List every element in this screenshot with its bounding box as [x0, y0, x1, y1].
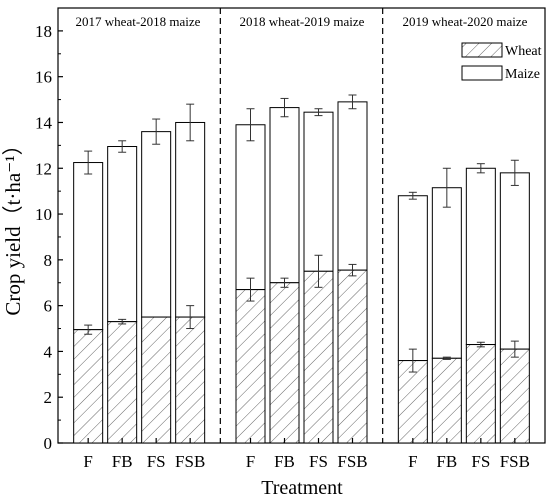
y-tick-label: 6	[44, 297, 53, 316]
legend-swatch-wheat	[461, 42, 503, 58]
y-tick-label: 0	[44, 434, 53, 453]
x-tick-label: FSB	[500, 452, 530, 471]
bar-wheat	[499, 348, 530, 444]
bar-wheat	[431, 357, 462, 444]
x-tick-label: FS	[309, 452, 328, 471]
bar-maize	[107, 146, 138, 323]
y-tick-label: 14	[35, 113, 53, 132]
bar-wheat	[235, 289, 266, 444]
bar-wheat	[269, 282, 300, 444]
y-tick-label: 18	[35, 22, 52, 41]
x-tick-label: F	[246, 452, 255, 471]
panel-label-2: 2018 wheat-2019 maize	[240, 14, 365, 29]
bar-maize	[465, 167, 496, 346]
bar-wheat	[73, 329, 104, 444]
x-axis-label: Treatment	[261, 477, 343, 499]
x-tick-label: FS	[147, 452, 166, 471]
x-tick-label: FB	[274, 452, 295, 471]
bar-maize	[235, 124, 266, 291]
bar-maize	[337, 101, 368, 271]
y-tick-label: 16	[35, 68, 52, 87]
x-tick-label: F	[408, 452, 417, 471]
bar-maize	[269, 107, 300, 284]
bar-wheat	[397, 360, 428, 444]
bar-maize	[431, 187, 462, 359]
panel-label-1: 2017 wheat-2018 maize	[76, 14, 201, 29]
y-tick-label: 12	[35, 159, 52, 178]
panel-label-3: 2019 wheat-2020 maize	[403, 14, 528, 29]
bar-wheat	[337, 269, 368, 444]
bar-wheat	[465, 344, 496, 444]
legend-swatch-maize	[461, 65, 503, 81]
legend: Wheat Maize	[461, 42, 542, 82]
y-tick-label: 2	[44, 388, 53, 407]
y-tick-label: 8	[44, 251, 53, 270]
legend-label-maize: Maize	[505, 67, 540, 82]
x-tick-label: FSB	[175, 452, 205, 471]
x-tick-label: F	[83, 452, 92, 471]
bar-maize	[303, 111, 334, 272]
bars-layer	[73, 94, 530, 444]
y-tick-label: 10	[35, 205, 52, 224]
bar-maize	[73, 162, 104, 331]
bar-wheat	[303, 270, 334, 444]
bar-maize	[141, 131, 172, 318]
bar-maize	[499, 172, 530, 350]
x-tick-label: FSB	[337, 452, 367, 471]
bar-wheat	[175, 316, 206, 444]
y-tick-label: 4	[44, 342, 53, 361]
bar-maize	[175, 121, 206, 318]
bar-maize	[397, 195, 428, 362]
axes-layer: 0 2 4 6 8 10 12 14 16 18 F FB FS FSB F FB FS FSB F FB FS FSB	[35, 8, 530, 471]
y-axis-label: Crop yield（t·ha⁻¹）	[1, 134, 25, 315]
x-tick-label: FB	[112, 452, 133, 471]
legend-label-wheat: Wheat	[505, 44, 542, 59]
x-tick-label: FS	[471, 452, 490, 471]
x-tick-label: FB	[436, 452, 457, 471]
plot-frame	[57, 7, 546, 444]
bar-wheat	[107, 321, 138, 444]
bar-wheat	[141, 316, 172, 444]
